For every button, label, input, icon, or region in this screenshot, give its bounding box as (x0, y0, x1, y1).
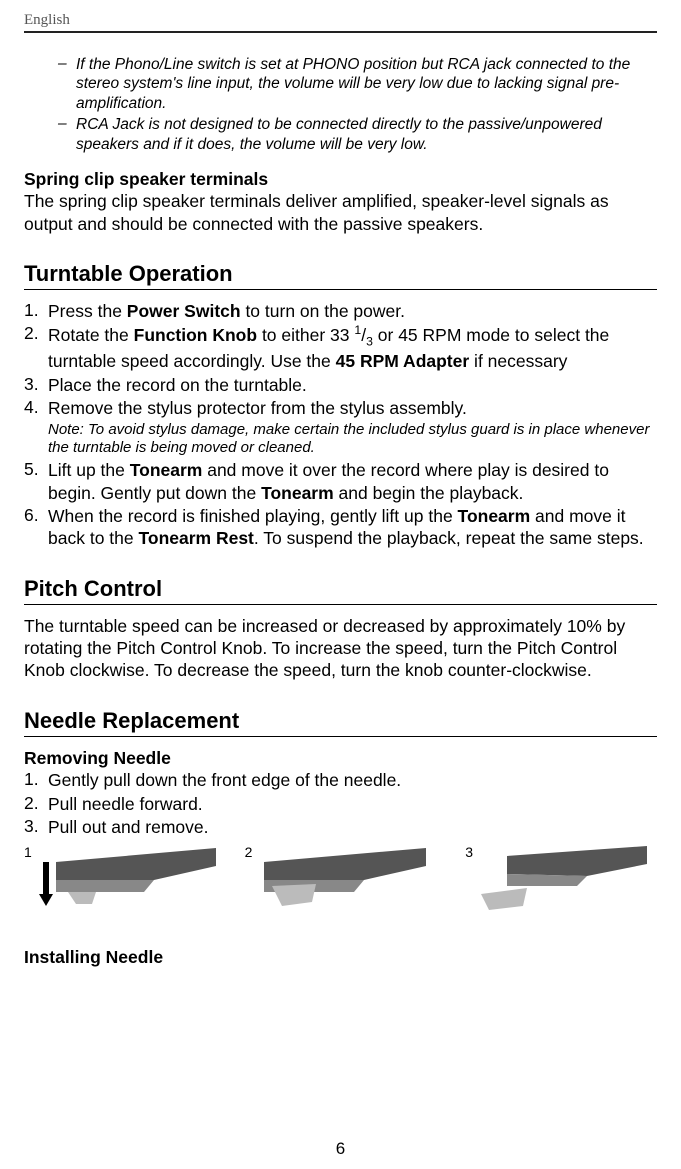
step-bold: Function Knob (134, 325, 257, 345)
step-number: 6. (24, 505, 48, 550)
needle-heading: Needle Replacement (24, 708, 657, 734)
section-rule (24, 604, 657, 605)
fraction-sub: 3 (366, 335, 373, 349)
step-bold: Tonearm Rest (138, 528, 253, 548)
step-body: Pull out and remove. (48, 816, 657, 838)
diagram-label: 2 (245, 844, 253, 860)
section-rule (24, 736, 657, 737)
step-body: Pull needle forward. (48, 793, 657, 815)
removing-needle-list: 1. Gently pull down the front edge of th… (24, 769, 657, 838)
installing-needle-title: Installing Needle (24, 946, 657, 968)
step-text: to turn on the power. (241, 301, 405, 321)
diagram-label: 3 (465, 844, 473, 860)
step-text: Lift up the (48, 460, 130, 480)
fraction-sup: 1 (354, 323, 361, 337)
step-text: When the record is finished playing, gen… (48, 506, 458, 526)
step-number: 1. (24, 769, 48, 791)
section-rule (24, 289, 657, 290)
step-text: Press the (48, 301, 127, 321)
step-body: Place the record on the turntable. (48, 374, 657, 396)
turntable-heading: Turntable Operation (24, 261, 657, 287)
step-number: 4. (24, 397, 48, 458)
step-body: Remove the stylus protector from the sty… (48, 397, 657, 458)
removing-needle-title: Removing Needle (24, 747, 657, 769)
phono-notes-list: – If the Phono/Line switch is set at PHO… (58, 55, 657, 154)
phono-note-item: – If the Phono/Line switch is set at PHO… (58, 55, 657, 113)
step-text: to either 33 (257, 325, 354, 345)
needle-diagram-3: 3 (465, 844, 657, 924)
step-body: Gently pull down the front edge of the n… (48, 769, 657, 791)
step-body: Press the Power Switch to turn on the po… (48, 300, 657, 322)
step-text: . To suspend the playback, repeat the sa… (254, 528, 644, 548)
step-body: Lift up the Tonearm and move it over the… (48, 459, 657, 504)
needle-diagram-1: 1 (24, 844, 216, 924)
pitch-heading: Pitch Control (24, 576, 657, 602)
step-number: 2. (24, 793, 48, 815)
step-bold: Power Switch (127, 301, 241, 321)
step-number: 5. (24, 459, 48, 504)
bullet-dash-icon: – (58, 115, 76, 154)
step-body: Rotate the Function Knob to either 33 1/… (48, 323, 657, 372)
phono-note-item: – RCA Jack is not designed to be connect… (58, 115, 657, 154)
pitch-body: The turntable speed can be increased or … (24, 615, 657, 682)
step-text: Rotate the (48, 325, 134, 345)
step-bold: Tonearm (458, 506, 531, 526)
step-number: 3. (24, 374, 48, 396)
bullet-dash-icon: – (58, 55, 76, 113)
step-bold: Tonearm (261, 483, 334, 503)
needle-step3-icon (477, 844, 657, 924)
step-text: and begin the playback. (334, 483, 524, 503)
header-rule (24, 31, 657, 33)
needle-diagram-row: 1 2 3 (24, 844, 657, 924)
step-bold: 45 RPM Adapter (336, 351, 470, 371)
phono-note-text: RCA Jack is not designed to be connected… (76, 115, 657, 154)
spring-clip-body: The spring clip speaker terminals delive… (24, 190, 657, 235)
needle-step1-icon (36, 844, 216, 924)
step-text: Remove the stylus protector from the sty… (48, 398, 467, 418)
step-bold: Tonearm (130, 460, 203, 480)
step-body: When the record is finished playing, gen… (48, 505, 657, 550)
step-number: 1. (24, 300, 48, 322)
step-number: 2. (24, 323, 48, 372)
needle-step2-icon (256, 844, 436, 924)
step-number: 3. (24, 816, 48, 838)
diagram-label: 1 (24, 844, 32, 860)
turntable-steps-list: 1. Press the Power Switch to turn on the… (24, 300, 657, 550)
phono-note-text: If the Phono/Line switch is set at PHONO… (76, 55, 657, 113)
stylus-note: Note: To avoid stylus damage, make certa… (48, 421, 657, 459)
spring-clip-title: Spring clip speaker terminals (24, 168, 657, 190)
page-number: 6 (0, 1139, 681, 1159)
needle-diagram-2: 2 (245, 844, 437, 924)
header-language: English (24, 12, 657, 29)
step-text: if necessary (469, 351, 567, 371)
